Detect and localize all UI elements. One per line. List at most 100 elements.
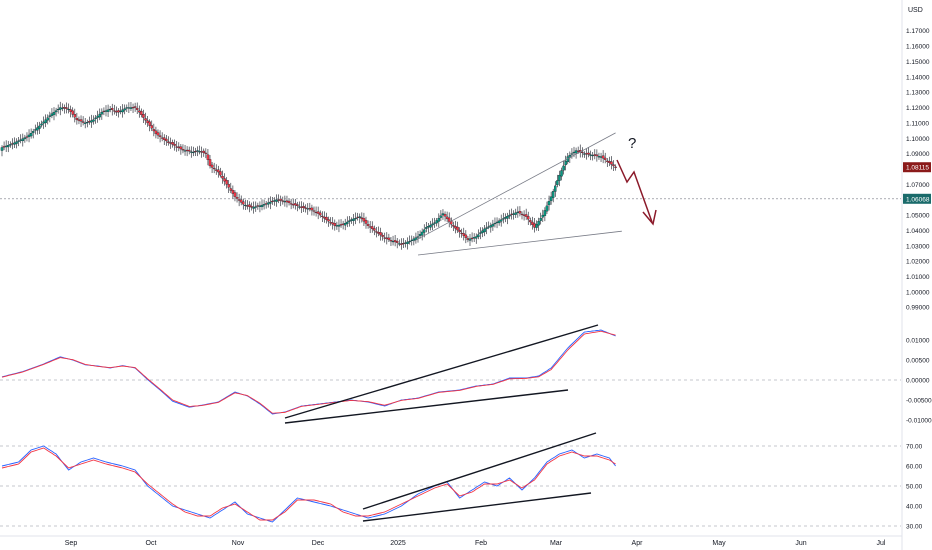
- candle-body: [206, 154, 210, 160]
- candle-body: [196, 150, 199, 152]
- candle-body: [11, 143, 14, 145]
- candle-body: [395, 241, 399, 243]
- candle-body: [223, 178, 226, 182]
- candle-body: [239, 199, 243, 203]
- candle-body: [427, 226, 430, 228]
- candle-body: [273, 200, 276, 202]
- candle-body: [110, 107, 114, 110]
- candle-body: [160, 137, 164, 139]
- candle-body: [454, 226, 457, 229]
- candle-body: [271, 200, 274, 202]
- candle-body: [437, 217, 441, 222]
- candle-body: [589, 154, 592, 156]
- candle-body: [48, 115, 52, 117]
- candle-body: [17, 140, 20, 142]
- candle-body: [69, 109, 72, 112]
- rsi-panel[interactable]: [0, 432, 901, 527]
- candle-body: [402, 243, 405, 245]
- candle-body: [194, 150, 197, 153]
- candle-body: [479, 232, 482, 234]
- candle-body: [606, 160, 609, 162]
- candle-body: [94, 117, 97, 119]
- candle-body: [277, 199, 280, 201]
- candle-body: [275, 199, 278, 202]
- candle-body: [173, 143, 176, 146]
- price-panel[interactable]: ?: [0, 101, 901, 256]
- time-tick-label: Oct: [146, 540, 157, 547]
- candle-body: [385, 237, 389, 240]
- candle-body: [246, 205, 249, 207]
- candle-body: [125, 107, 129, 109]
- candle-body: [439, 215, 443, 218]
- candle-body: [133, 106, 137, 108]
- candle-body: [212, 167, 216, 170]
- candle-body: [593, 154, 597, 156]
- candle-body: [31, 131, 35, 133]
- candle-body: [558, 174, 561, 181]
- oscillator-series-line: [1, 329, 616, 415]
- candle-body: [198, 151, 201, 153]
- candle-body: [418, 234, 422, 236]
- candle-body: [383, 237, 386, 239]
- candle-body: [560, 170, 563, 177]
- candle-body: [183, 150, 187, 152]
- price-tick-label: 1.16000: [906, 44, 930, 51]
- candle-body: [410, 239, 414, 241]
- candle-body: [192, 151, 195, 154]
- candle-body: [46, 117, 50, 121]
- candle-body: [237, 199, 241, 201]
- candle-body: [289, 203, 293, 205]
- candle-body: [187, 149, 191, 152]
- candle-body: [100, 111, 104, 115]
- candle-body: [495, 221, 499, 223]
- candle-body: [308, 208, 312, 210]
- candle-body: [304, 207, 307, 209]
- candle-body: [177, 146, 181, 149]
- candle-body: [306, 208, 310, 210]
- candle-body: [19, 139, 22, 141]
- candle-body: [34, 129, 37, 131]
- time-axis[interactable]: Sep Oct Nov Dec 2025 Feb Mar Apr May Jun Jul: [65, 540, 886, 547]
- candle-body: [260, 204, 264, 208]
- candle-body: [252, 206, 255, 209]
- candle-body: [29, 132, 33, 137]
- candle-body: [71, 110, 74, 115]
- candle-body: [610, 161, 613, 165]
- candle-body: [373, 228, 376, 231]
- currency-label: USD: [908, 7, 923, 14]
- candle-body: [146, 120, 149, 124]
- candle-body: [165, 138, 168, 142]
- candle-body: [0, 147, 4, 151]
- candle-body: [119, 110, 122, 112]
- candle-body: [547, 201, 551, 206]
- candle-body: [142, 114, 145, 118]
- candle-body: [510, 213, 513, 215]
- candle-body: [614, 166, 617, 168]
- price-tick-label: 1.11000: [906, 120, 929, 127]
- candle-body: [483, 228, 486, 233]
- candle-body: [81, 121, 85, 123]
- candle-body: [352, 218, 355, 221]
- candle-body: [56, 108, 60, 111]
- oscillator-panel[interactable]: [0, 324, 901, 424]
- candle-body: [554, 185, 557, 192]
- candle-body: [6, 145, 10, 148]
- price-tick-label: 1.17000: [906, 28, 930, 35]
- candle-body: [350, 219, 353, 221]
- candle-body: [445, 216, 449, 220]
- candle-body: [162, 137, 166, 140]
- candle-body: [23, 137, 27, 140]
- candle-body: [171, 142, 174, 145]
- candle-body: [545, 205, 549, 212]
- candle-body: [294, 203, 297, 206]
- time-tick-label: Feb: [475, 540, 487, 547]
- oscillator-series-line: [1, 330, 616, 414]
- price-tick-label: 1.10000: [906, 136, 930, 143]
- candle-body: [549, 196, 553, 201]
- rsi-trendline: [362, 492, 592, 522]
- candle-body: [524, 214, 528, 217]
- candle-body: [489, 225, 493, 228]
- candle-body: [200, 151, 203, 153]
